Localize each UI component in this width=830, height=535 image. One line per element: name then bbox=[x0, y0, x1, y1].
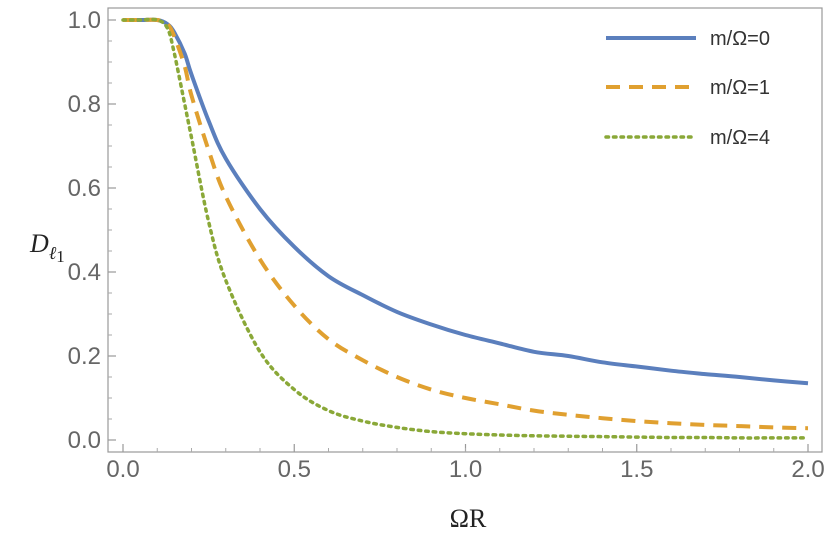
y-tick-label: 0.8 bbox=[68, 91, 101, 118]
y-tick-label: 0.6 bbox=[68, 175, 101, 202]
plot-frame-rect bbox=[107, 7, 823, 453]
series-line-1 bbox=[122, 17, 809, 386]
series-line-2 bbox=[122, 17, 809, 431]
y-axis-title-subsub: 1 bbox=[56, 247, 65, 266]
series-layer bbox=[121, 17, 810, 440]
y-tick-label: 0.0 bbox=[68, 427, 101, 454]
y-axis-ticks: 0.0 0.2 0.4 0.6 0.8 1.0 bbox=[68, 7, 116, 454]
x-tick-label: 2.0 bbox=[791, 456, 824, 483]
series-line-3 bbox=[121, 17, 810, 440]
x-tick-label: 0.5 bbox=[278, 456, 311, 483]
y-axis-title-main: D bbox=[29, 229, 49, 258]
legend-label-2: m/Ω=1 bbox=[710, 77, 770, 99]
y-tick-label: 1.0 bbox=[68, 7, 101, 34]
x-tick-label: 1.0 bbox=[449, 456, 482, 483]
y-tick-label: 0.4 bbox=[68, 259, 101, 286]
y-tick-label: 0.2 bbox=[68, 343, 101, 370]
y-axis-title-sub: ℓ bbox=[49, 243, 57, 263]
x-axis-title: ΩR bbox=[450, 504, 487, 533]
y-axis-title: Dℓ1 bbox=[29, 229, 65, 266]
legend-label-1: m/Ω=0 bbox=[710, 28, 770, 50]
x-tick-label: 0.0 bbox=[106, 456, 139, 483]
x-axis-ticks: 0.0 0.5 1.0 1.5 2.0 bbox=[106, 444, 825, 483]
x-tick-label: 1.5 bbox=[620, 456, 653, 483]
legend-label-3: m/Ω=4 bbox=[710, 127, 770, 149]
plot-frame bbox=[107, 7, 823, 453]
legend: m/Ω=0 m/Ω=1 m/Ω=4 bbox=[604, 28, 770, 149]
